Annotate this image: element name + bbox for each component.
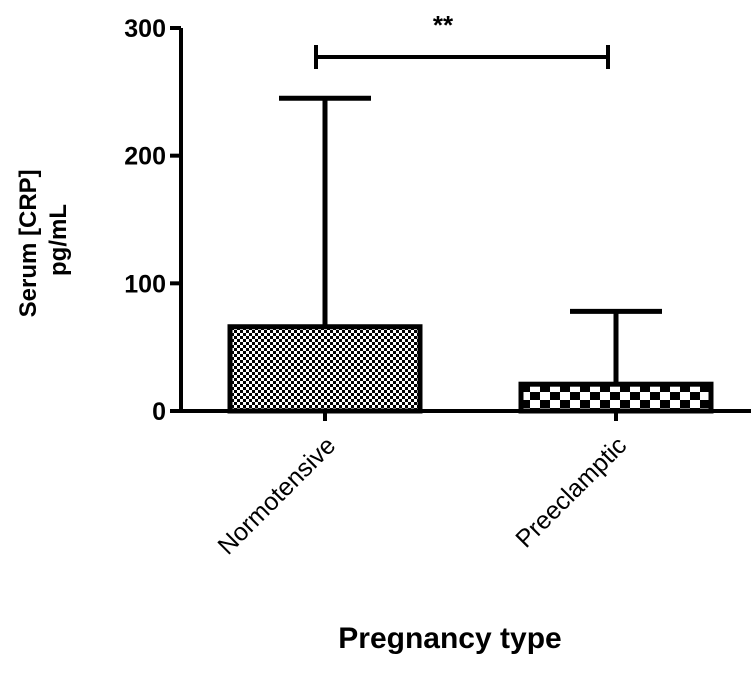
- significance-bracket: **: [314, 10, 610, 69]
- bars: [227, 324, 714, 414]
- y-axis-title-line-2: pg/mL: [45, 204, 72, 276]
- significance-label: **: [433, 10, 454, 40]
- x-ticks: Normotensive Preeclamptic: [212, 411, 632, 560]
- error-bars: [279, 95, 662, 385]
- y-tick-label: 0: [152, 398, 166, 426]
- y-axis-title: Serum [CRP] pg/mL: [15, 163, 72, 318]
- y-tick-label: 200: [124, 143, 166, 171]
- x-tick-label: Normotensive: [212, 431, 341, 560]
- y-ticks: 0 100 200 300: [124, 15, 181, 426]
- x-axis-title: Pregnancy type: [338, 622, 561, 655]
- bar-normotensive: [227, 324, 423, 414]
- bar-preeclamptic: [518, 381, 714, 414]
- x-tick-label: Preeclamptic: [510, 431, 632, 553]
- y-tick-label: 100: [124, 270, 166, 298]
- y-tick-label: 300: [124, 15, 166, 43]
- y-axis-title-line-1: Serum [CRP]: [15, 169, 42, 317]
